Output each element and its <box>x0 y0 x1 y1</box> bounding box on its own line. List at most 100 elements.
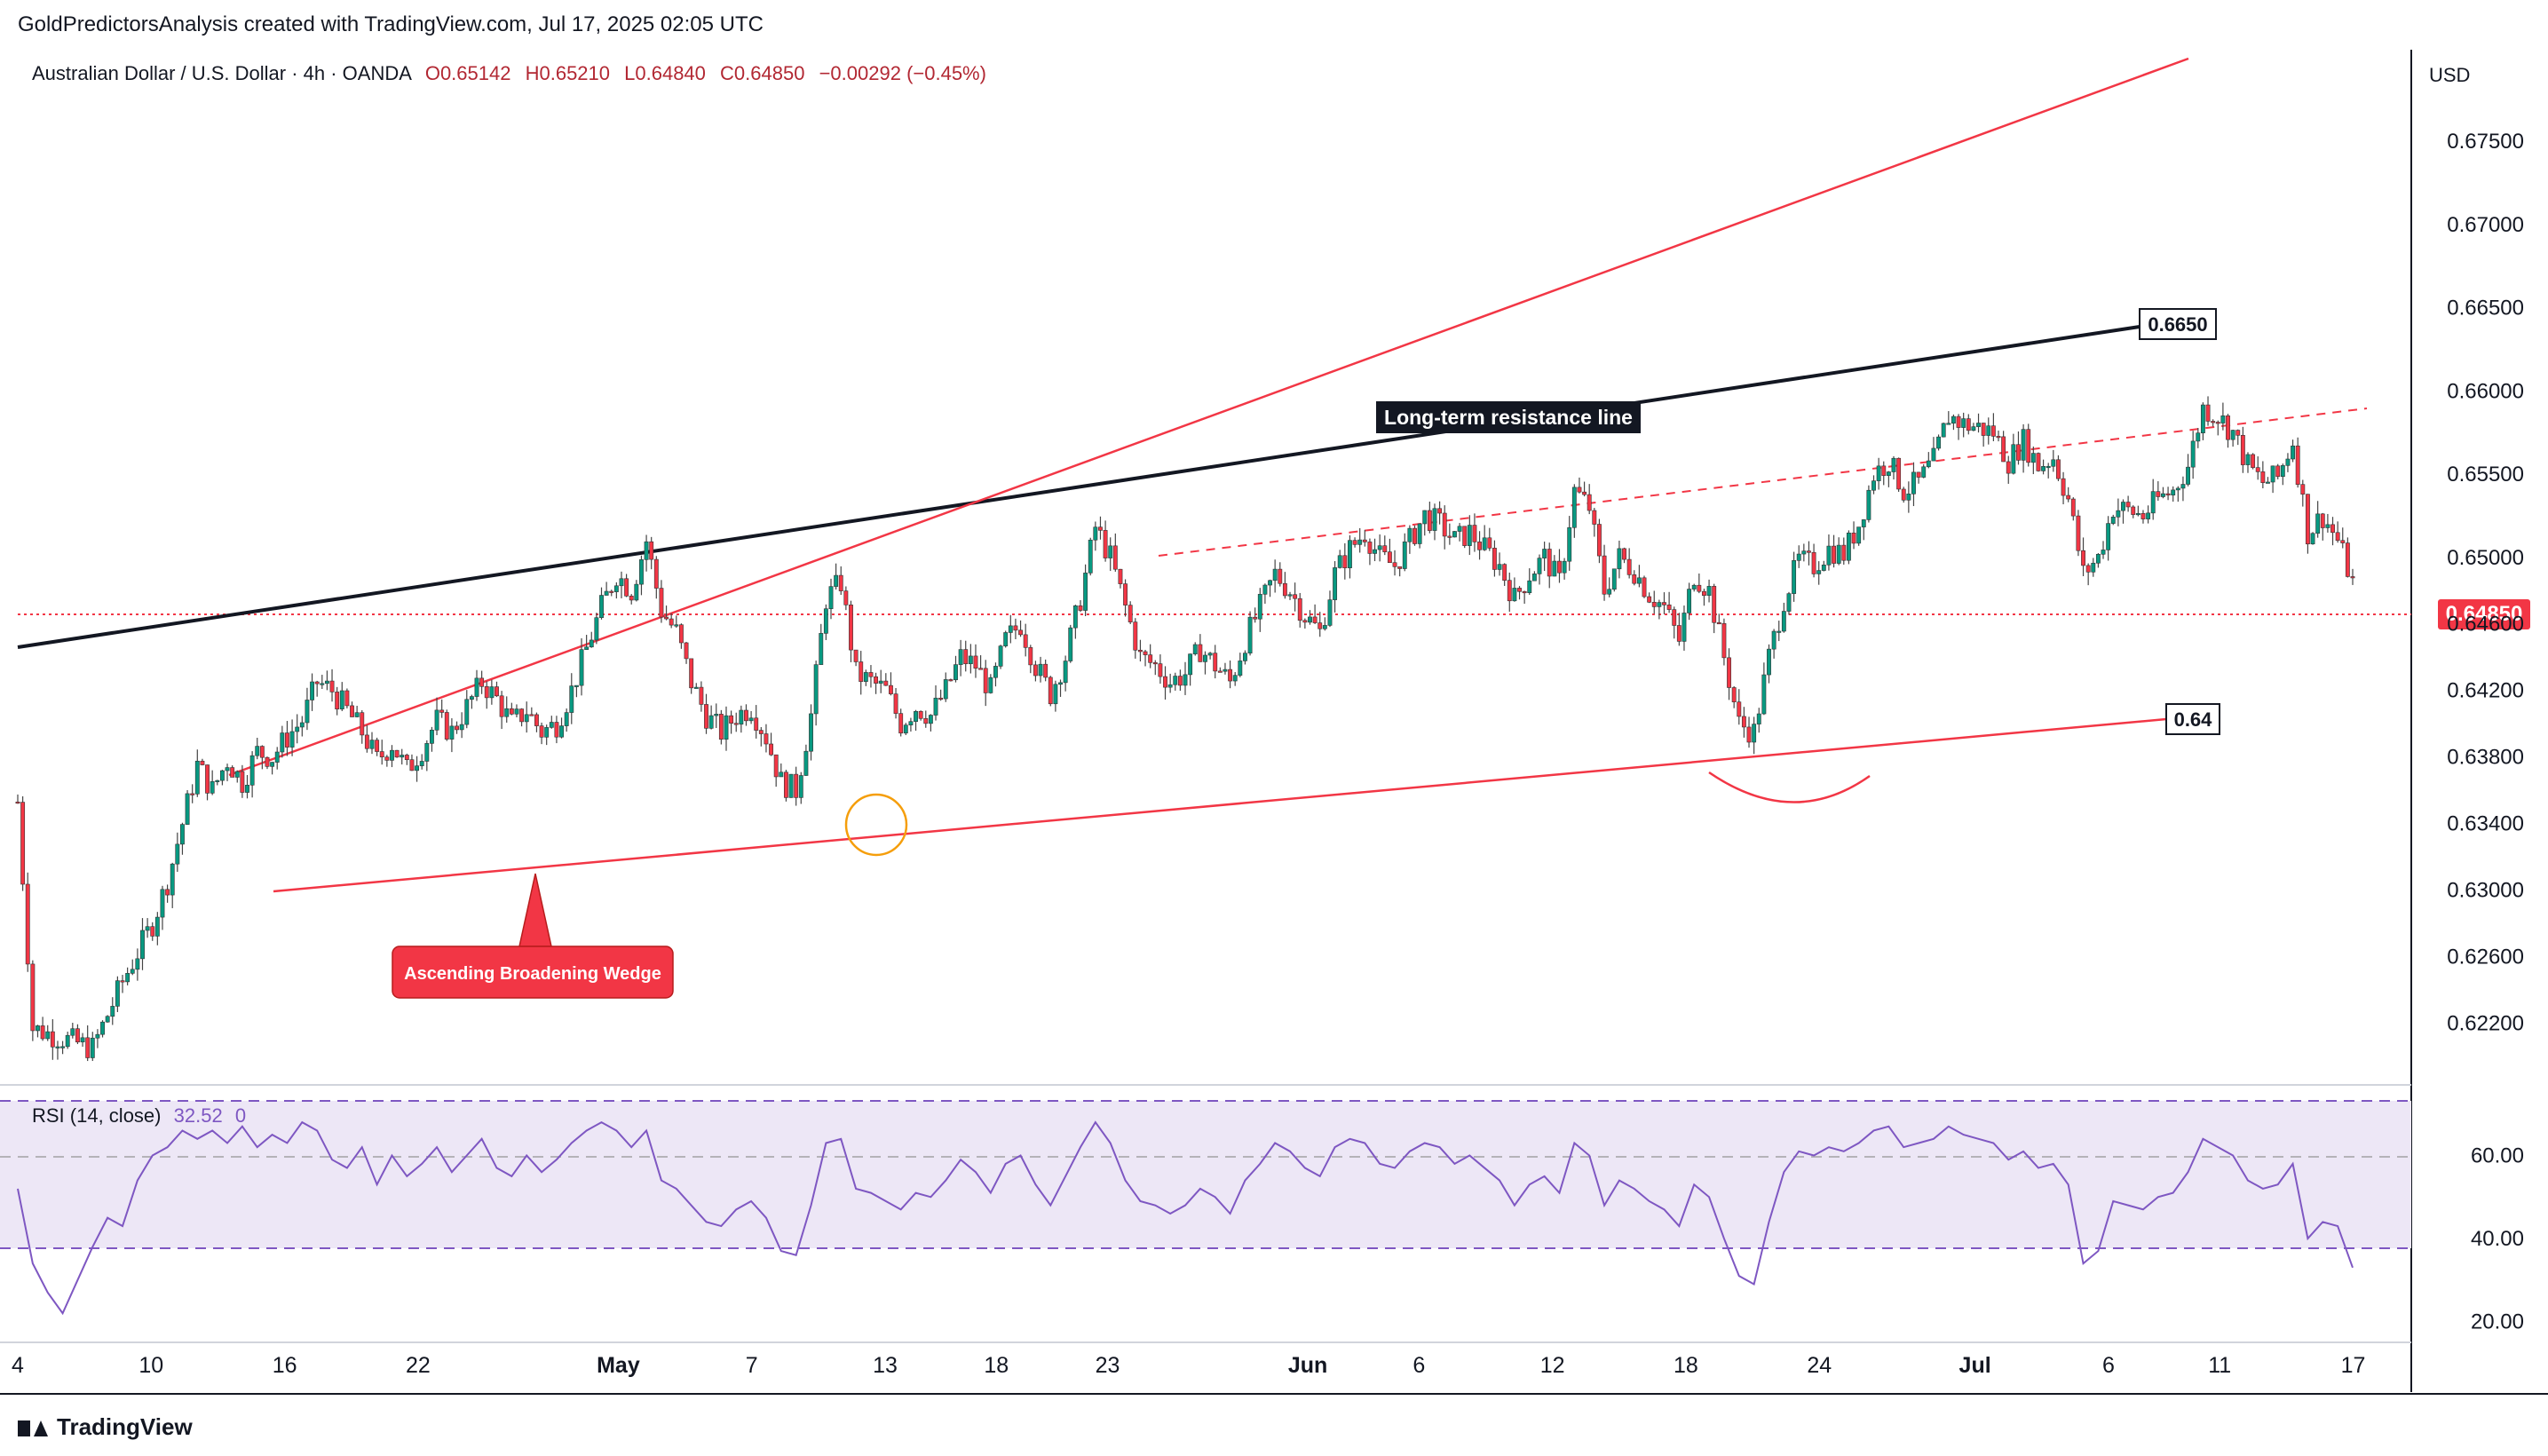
candle[interactable] <box>594 613 599 645</box>
candle[interactable] <box>2121 499 2125 524</box>
candle[interactable] <box>1577 477 1582 494</box>
candle[interactable] <box>1377 534 1382 562</box>
candle[interactable] <box>2046 463 2051 479</box>
currency-label[interactable]: USD <box>2429 64 2471 86</box>
candle[interactable] <box>1083 564 1088 616</box>
candle[interactable] <box>1387 538 1392 564</box>
candle[interactable] <box>1228 660 1233 689</box>
candle[interactable] <box>150 922 155 941</box>
candle[interactable] <box>2091 558 2096 577</box>
candle[interactable] <box>1771 629 1776 659</box>
candle[interactable] <box>2260 461 2266 489</box>
candle[interactable] <box>788 773 794 798</box>
candle[interactable] <box>1088 537 1093 576</box>
candle[interactable] <box>1986 417 1991 445</box>
candle[interactable] <box>978 655 984 670</box>
candle[interactable] <box>1427 501 1432 534</box>
candle[interactable] <box>1636 565 1642 588</box>
candle[interactable] <box>1023 623 1028 657</box>
candle[interactable] <box>669 613 674 629</box>
candle[interactable] <box>369 732 375 755</box>
candle[interactable] <box>1796 545 1801 568</box>
candle[interactable] <box>105 1015 110 1023</box>
candle[interactable] <box>2226 414 2230 448</box>
candle[interactable] <box>2101 541 2106 559</box>
candle[interactable] <box>1108 537 1113 572</box>
candle[interactable] <box>1517 586 1522 600</box>
candle[interactable] <box>1587 484 1592 515</box>
candle[interactable] <box>878 669 883 693</box>
candle[interactable] <box>718 709 724 745</box>
candle[interactable] <box>1028 645 1033 674</box>
candle[interactable] <box>1302 618 1308 629</box>
candle[interactable] <box>249 751 255 798</box>
candle[interactable] <box>1976 413 1981 433</box>
candle[interactable] <box>2006 455 2011 484</box>
candle[interactable] <box>400 748 405 765</box>
candle[interactable] <box>1676 613 1682 646</box>
candle[interactable] <box>1207 652 1213 660</box>
candle[interactable] <box>849 600 853 662</box>
candle[interactable] <box>240 764 245 798</box>
candle[interactable] <box>729 710 734 734</box>
candle[interactable] <box>1397 566 1403 577</box>
candle[interactable] <box>270 762 275 775</box>
candle[interactable] <box>1607 577 1612 597</box>
candle[interactable] <box>2315 501 2321 538</box>
candle[interactable] <box>1238 653 1243 677</box>
candle[interactable] <box>2305 494 2310 554</box>
candle[interactable] <box>733 712 739 732</box>
candle[interactable] <box>1832 534 1836 568</box>
candle[interactable] <box>1348 534 1352 579</box>
candle[interactable] <box>1712 583 1717 634</box>
candle[interactable] <box>1068 624 1073 663</box>
candle[interactable] <box>489 679 495 705</box>
candle[interactable] <box>100 1020 105 1038</box>
candle[interactable] <box>1672 606 1677 639</box>
candle[interactable] <box>819 623 824 665</box>
candle[interactable] <box>1876 457 1881 490</box>
candle[interactable] <box>744 704 748 726</box>
candle[interactable] <box>379 740 384 765</box>
candle[interactable] <box>624 574 629 597</box>
candle[interactable] <box>834 563 839 590</box>
candle[interactable] <box>449 718 455 753</box>
candle[interactable] <box>644 534 649 572</box>
candle[interactable] <box>883 673 889 686</box>
candle[interactable] <box>1936 434 1942 451</box>
candle[interactable] <box>2240 426 2245 473</box>
rsi-title[interactable]: RSI (14, close) <box>32 1104 162 1127</box>
candle[interactable] <box>758 726 764 747</box>
candle[interactable] <box>2196 428 2201 448</box>
candle[interactable] <box>1167 673 1173 693</box>
candle[interactable] <box>943 672 948 702</box>
candle[interactable] <box>2161 487 2165 499</box>
candle[interactable] <box>2036 452 2041 472</box>
candle[interactable] <box>1477 531 1482 560</box>
candle[interactable] <box>1941 422 1946 438</box>
candle[interactable] <box>1657 599 1662 620</box>
candle[interactable] <box>1981 423 1986 447</box>
candle[interactable] <box>1297 592 1302 628</box>
candle[interactable] <box>639 555 644 596</box>
candle[interactable] <box>1906 481 1911 513</box>
candle[interactable] <box>769 732 774 756</box>
candle[interactable] <box>2345 537 2350 578</box>
candle[interactable] <box>973 644 978 678</box>
candle[interactable] <box>2325 513 2330 533</box>
candle[interactable] <box>574 684 579 698</box>
candle[interactable] <box>988 674 993 694</box>
candle[interactable] <box>1746 716 1752 748</box>
candle[interactable] <box>1148 644 1153 669</box>
candle[interactable] <box>2300 479 2306 507</box>
candle[interactable] <box>2205 396 2211 426</box>
candle[interactable] <box>1531 571 1537 582</box>
candle[interactable] <box>55 1041 60 1060</box>
candle[interactable] <box>289 719 295 756</box>
candle[interactable] <box>1058 679 1063 697</box>
candle[interactable] <box>828 578 834 620</box>
candle[interactable] <box>1098 516 1103 540</box>
candle[interactable] <box>1137 639 1143 662</box>
candle[interactable] <box>2056 455 2061 482</box>
